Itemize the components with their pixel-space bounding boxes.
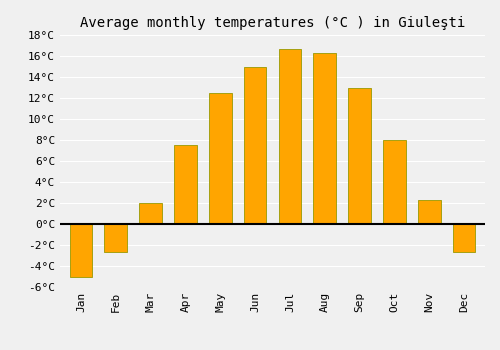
Bar	[209, 93, 232, 224]
Bar	[453, 224, 475, 252]
Title: Average monthly temperatures (°C ) in Giuleşti: Average monthly temperatures (°C ) in Gi…	[80, 16, 465, 30]
Bar	[278, 49, 301, 224]
Bar	[70, 224, 92, 276]
Bar	[348, 88, 371, 224]
Bar	[383, 140, 406, 224]
Bar	[418, 200, 440, 224]
Bar	[140, 203, 162, 224]
Bar	[104, 224, 127, 252]
Bar	[174, 145, 197, 224]
Bar	[244, 66, 266, 224]
Bar	[314, 53, 336, 224]
